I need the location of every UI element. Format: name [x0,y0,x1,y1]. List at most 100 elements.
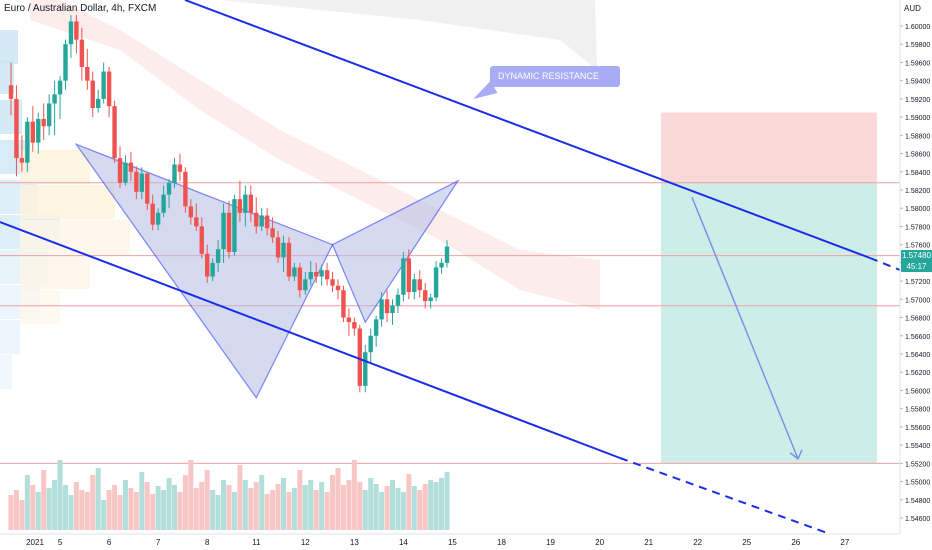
candle-body[interactable] [177,164,183,172]
volume-bar [204,470,210,530]
candle-body[interactable] [19,158,25,163]
lower-channel-extension[interactable] [619,457,831,535]
candle-body[interactable] [335,285,341,291]
candle-body[interactable] [155,212,161,225]
candle-body[interactable] [145,173,150,204]
candle-body[interactable] [79,39,85,67]
candle-body[interactable] [74,21,79,40]
candle-body[interactable] [117,158,123,183]
candle-body[interactable] [150,203,155,225]
candle-body[interactable] [401,258,406,295]
candle-body[interactable] [259,215,264,227]
candle-body[interactable] [373,319,379,336]
candle-body[interactable] [264,215,270,229]
volume-bar [73,482,79,530]
candle-body[interactable] [297,267,303,291]
candle-body[interactable] [363,352,368,386]
candle-body[interactable] [14,98,19,159]
candle-body[interactable] [166,182,172,195]
take-profit-zone[interactable] [661,182,877,464]
candle-body[interactable] [172,164,177,183]
upper-channel-extension[interactable] [869,257,901,271]
candle-body[interactable] [384,299,390,313]
candle-body[interactable] [444,246,450,263]
candle-body[interactable] [428,297,433,302]
candle-body[interactable] [134,171,139,192]
candle-body[interactable] [406,258,412,293]
volume-bar [112,485,118,530]
candle-body[interactable] [232,199,237,252]
candle-body[interactable] [63,44,68,81]
candle-body[interactable] [352,322,357,329]
candle-body[interactable] [8,85,14,99]
candle-body[interactable] [319,270,324,277]
candle-body[interactable] [128,162,134,172]
price-axis[interactable] [900,0,932,550]
time-axis[interactable] [0,534,932,550]
candle-body[interactable] [30,121,35,143]
volume-bar [346,480,352,530]
candle-body[interactable] [68,21,74,45]
forecast-arrow[interactable] [691,197,799,460]
candle-body[interactable] [270,228,275,238]
candle-body[interactable] [243,194,248,213]
candle-body[interactable] [205,253,210,277]
candle-body[interactable] [106,71,112,107]
candle-body[interactable] [237,199,243,213]
candle-body[interactable] [36,118,41,143]
candle-body[interactable] [417,279,422,291]
candle-body[interactable] [194,217,199,227]
candle-body[interactable] [210,262,215,277]
pattern-triangle-xab[interactable] [74,143,334,399]
candle-body[interactable] [41,118,46,127]
lower-channel-line[interactable] [0,221,621,459]
candle-body[interactable] [183,171,188,207]
candle-body[interactable] [25,121,30,163]
candle-body[interactable] [390,305,395,313]
candle-body[interactable] [188,206,194,218]
candle-body[interactable] [221,212,226,250]
candle-body[interactable] [412,279,417,293]
candle-body[interactable] [85,67,90,81]
candle-body[interactable] [346,317,352,323]
candle-body[interactable] [368,335,373,353]
candle-body[interactable] [423,290,428,302]
candle-body[interactable] [139,173,144,192]
candle-body[interactable] [341,290,346,318]
candle-body[interactable] [226,212,232,252]
candle-body[interactable] [101,71,106,99]
candle-body[interactable] [281,242,286,258]
candle-body[interactable] [254,212,259,227]
candle-body[interactable] [52,94,57,104]
candle-body[interactable] [379,299,384,320]
candle-body[interactable] [395,294,401,306]
upper-channel-line[interactable] [184,0,871,259]
candle-body[interactable] [330,279,335,286]
candle-body[interactable] [292,267,297,277]
candle-body[interactable] [112,106,117,159]
candle-body[interactable] [215,249,221,263]
candle-body[interactable] [303,279,308,291]
price-tick-label: 1.55400 [905,443,930,450]
candle-body[interactable] [324,270,330,280]
pattern-triangle-bcd[interactable] [331,179,460,324]
candle-body[interactable] [286,242,292,277]
candle-body[interactable] [57,80,63,95]
candle-body[interactable] [439,262,444,268]
candle-body[interactable] [357,328,362,386]
candle-body[interactable] [433,267,439,298]
candle-body[interactable] [199,226,204,254]
stop-loss-zone[interactable] [661,112,877,183]
candle-body[interactable] [161,194,166,213]
candle-body[interactable] [46,103,52,127]
candle-body[interactable] [123,162,128,183]
candle-body[interactable] [248,194,253,213]
dynamic-resistance-callout[interactable]: DYNAMIC RESISTANCE [490,66,620,87]
candle-body[interactable] [308,272,313,280]
candle-body[interactable] [314,272,319,277]
candle-body[interactable] [90,80,95,108]
candle-body[interactable] [275,237,281,258]
candle-body[interactable] [96,98,101,108]
